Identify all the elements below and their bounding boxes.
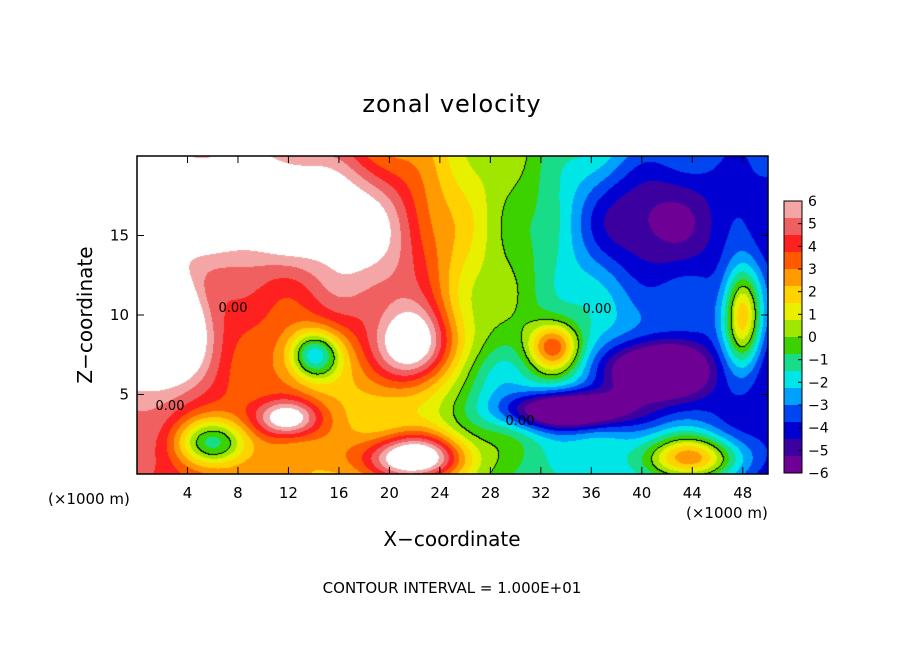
x-tick-label: 32 — [531, 484, 550, 502]
colorbar-swatch — [784, 371, 802, 389]
colorbar-tick-label: −4 — [808, 421, 829, 437]
x-tick-label: 44 — [683, 484, 702, 502]
colorbar-tick-label: 4 — [808, 239, 817, 255]
colorbar-tick-label: −5 — [808, 443, 829, 459]
colorbar-swatch — [784, 320, 802, 338]
y-tick-label: 15 — [110, 227, 129, 245]
colorbar-tick-label: −3 — [808, 398, 829, 414]
colorbar-swatch — [784, 235, 802, 253]
colorbar-tick-label: 0 — [808, 330, 817, 346]
contour-interval-note: CONTOUR INTERVAL = 1.000E+01 — [323, 579, 582, 597]
chart-title: zonal velocity — [362, 90, 541, 118]
colorbar-swatch — [784, 252, 802, 270]
colorbar-swatch — [784, 303, 802, 321]
x-axis-label: X−coordinate — [383, 527, 520, 551]
colorbar-swatch — [784, 422, 802, 440]
x-tick-label: 12 — [279, 484, 298, 502]
colorbar-swatch — [784, 201, 802, 219]
x-tick-label: 48 — [733, 484, 752, 502]
colorbar-swatch — [784, 286, 802, 304]
colorbar-swatch — [784, 388, 802, 406]
colorbar-swatch — [784, 337, 802, 355]
y-axis-label: Z−coordinate — [73, 246, 97, 383]
colorbar-swatch — [784, 405, 802, 423]
y-tick-label: 5 — [119, 386, 129, 404]
x-tick-label: 28 — [481, 484, 500, 502]
x-tick-label: 36 — [582, 484, 601, 502]
contour-labels: 0.00 0.00 0.00 0.00 — [156, 301, 612, 429]
colorbar-tick-label: 1 — [808, 307, 817, 323]
colorbar-swatch — [784, 456, 802, 474]
colorbar-tick-label: 5 — [808, 217, 817, 233]
colorbar-swatch — [784, 269, 802, 287]
x-tick-label: 40 — [632, 484, 651, 502]
plot-area: 0.00 0.00 0.00 0.00 — [136, 155, 769, 475]
x-tick-label: 16 — [329, 484, 348, 502]
colorbar-tick-label: −1 — [808, 353, 829, 369]
colorbar-tick-label: −2 — [808, 375, 829, 391]
colorbar-swatch — [784, 439, 802, 457]
x-tick-label: 24 — [430, 484, 449, 502]
x-tick-label: 8 — [233, 484, 243, 502]
colorbar-tick-label: 3 — [808, 262, 817, 278]
colorbar-swatch — [784, 354, 802, 372]
x-tick-label: 20 — [380, 484, 399, 502]
colorbar-tick-label: −6 — [808, 466, 829, 482]
colorbar-tick-label: 6 — [808, 194, 817, 210]
heatmap — [137, 156, 768, 474]
contour-label: 0.00 — [583, 302, 612, 317]
contour-label: 0.00 — [506, 414, 535, 429]
colorbar-tick-label: 2 — [808, 285, 817, 301]
x-unit-right: (×1000 m) — [686, 504, 768, 522]
x-unit-left: (×1000 m) — [48, 490, 130, 508]
x-tick-label: 4 — [183, 484, 193, 502]
x-axis-ticks: 4 8 12 16 20 24 28 32 36 40 44 48 — [183, 156, 752, 502]
colorbar-swatch — [784, 218, 802, 236]
y-tick-label: 10 — [110, 306, 129, 324]
y-axis-ticks: 5 10 15 — [110, 227, 768, 404]
contour-label: 0.00 — [219, 301, 248, 316]
contour-label: 0.00 — [156, 399, 185, 414]
colorbar: 6 5 4 3 2 1 0 −1 −2 −3 −4 −5 −6 — [783, 194, 829, 482]
